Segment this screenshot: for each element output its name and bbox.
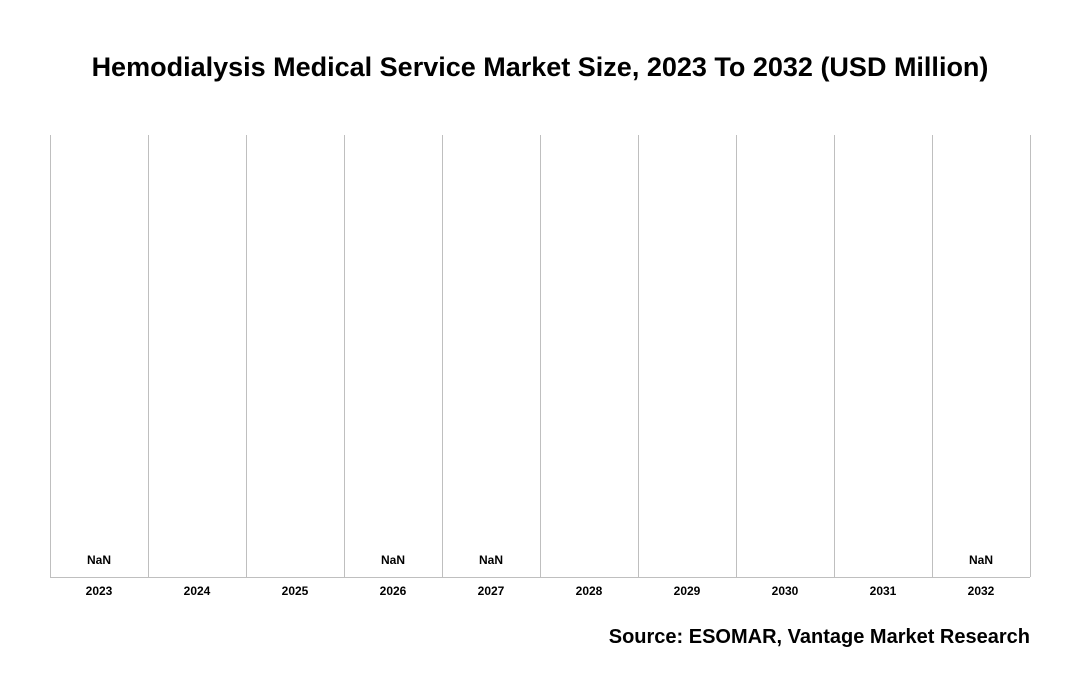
chart-x-tick: 2027 (442, 584, 540, 598)
chart-column: NaN (50, 135, 148, 577)
chart-value-label: NaN (442, 553, 540, 567)
chart-x-tick: 2023 (50, 584, 148, 598)
chart-x-tick: 2031 (834, 584, 932, 598)
chart-title: Hemodialysis Medical Service Market Size… (50, 52, 1030, 83)
chart-value-label: NaN (50, 553, 148, 567)
chart-column (834, 135, 932, 577)
chart-column: NaN (932, 135, 1030, 577)
chart-x-tick: 2030 (736, 584, 834, 598)
chart-x-tick: 2025 (246, 584, 344, 598)
chart-value-label: NaN (344, 553, 442, 567)
chart-column (540, 135, 638, 577)
chart-x-axis: 2023202420252026202720282029203020312032 (50, 584, 1030, 604)
chart-x-tick: 2032 (932, 584, 1030, 598)
chart-x-tick: 2029 (638, 584, 736, 598)
chart-x-tick: 2026 (344, 584, 442, 598)
chart-x-tick: 2024 (148, 584, 246, 598)
chart-source-text: Source: ESOMAR, Vantage Market Research (609, 626, 1030, 649)
chart-column (736, 135, 834, 577)
chart-plot-area: NaNNaNNaNNaN (50, 135, 1030, 578)
chart-gridline (1030, 135, 1031, 577)
chart-column (148, 135, 246, 577)
chart-value-label: NaN (932, 553, 1030, 567)
chart-column (246, 135, 344, 577)
chart-x-tick: 2028 (540, 584, 638, 598)
chart-column: NaN (344, 135, 442, 577)
chart-column (638, 135, 736, 577)
chart-column: NaN (442, 135, 540, 577)
